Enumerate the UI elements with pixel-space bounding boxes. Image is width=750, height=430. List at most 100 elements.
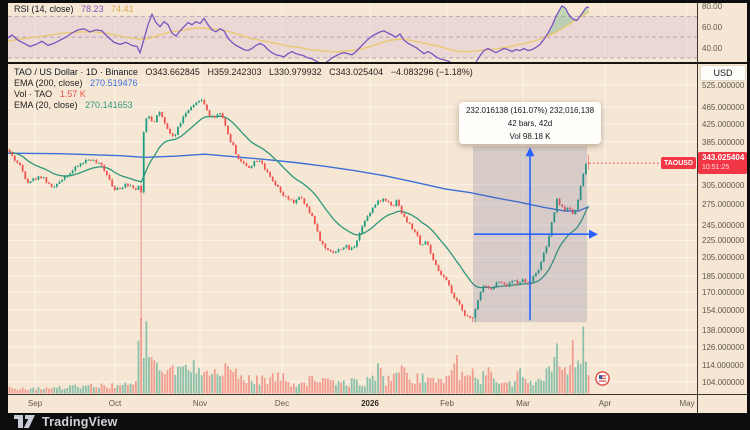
usd-button[interactable]: USD (700, 65, 746, 81)
ema20-row[interactable]: EMA (20, close) 270.141653 (14, 100, 473, 111)
candle-body (258, 160, 261, 162)
candle-body (198, 100, 200, 103)
pane-separator[interactable] (8, 62, 747, 64)
candle-body (511, 281, 514, 283)
ema200-value: 270.519476 (90, 78, 138, 88)
candle-body (58, 181, 61, 184)
candle-body (519, 282, 522, 285)
symbol-price-tag[interactable]: TAOUSD (661, 157, 696, 169)
tradingview-wordmark: TradingView (42, 414, 118, 429)
candle-body (145, 118, 148, 133)
candle-body (32, 178, 35, 182)
rsi-pane[interactable] (6, 3, 697, 67)
volume-bar (356, 379, 358, 394)
volume-bar (548, 366, 550, 394)
volume-bar (140, 318, 142, 394)
tradingview-logo[interactable]: TradingView (14, 413, 414, 430)
candle-body (492, 286, 495, 290)
volume-bar (424, 382, 427, 394)
volume-bar (32, 387, 35, 394)
candle-body (458, 300, 461, 305)
candle-body (550, 222, 553, 236)
candle-body (132, 185, 135, 189)
volume-bar (61, 389, 64, 394)
rsi-pane-legend[interactable]: RSI (14, close) 78.23 74.41 (14, 4, 134, 15)
volume-bar (521, 377, 524, 394)
volume-bar (258, 384, 261, 394)
volume-bar (179, 366, 182, 394)
candle-body (206, 104, 208, 111)
candle-body (108, 175, 111, 180)
volume-bar (108, 388, 111, 394)
volume-bar (98, 388, 100, 394)
ema200-row[interactable]: EMA (200, close) 270.519476 (14, 78, 473, 89)
current-price-tag[interactable]: 343.025404 10:51:25 (698, 152, 747, 174)
us-flag-event-icon[interactable] (595, 371, 610, 386)
volume-bar (550, 371, 553, 394)
volume-bar (163, 374, 166, 394)
volume-bar (242, 380, 245, 394)
candle-body (466, 315, 469, 317)
month-label: Oct (108, 399, 122, 408)
candle-body (113, 186, 116, 190)
candle-body (574, 209, 577, 215)
candle-body (263, 163, 266, 170)
volume-bar (384, 386, 387, 394)
arrow-up-icon (525, 147, 535, 157)
candle-body (548, 235, 550, 247)
candle-body (316, 224, 319, 232)
main-legend[interactable]: TAO / US Dollar · 1D · Binance O343.6628… (14, 67, 473, 111)
candle-body (558, 198, 561, 205)
volume-bar (413, 384, 416, 394)
measurement-tooltip[interactable]: 232.016138 (161.07%) 232,016,138 42 bars… (459, 102, 601, 144)
volume-bar (111, 383, 114, 394)
candle-body (569, 207, 572, 210)
candle-body (105, 171, 108, 175)
volume-bar (287, 382, 290, 394)
ema20-line[interactable] (9, 115, 590, 289)
price-range-tool[interactable] (473, 146, 598, 323)
volume-bar (42, 389, 45, 394)
volume-row[interactable]: Vol · TAO 1.57 K (14, 89, 473, 100)
candle-body (284, 196, 287, 197)
ema200-line[interactable] (6, 152, 590, 212)
volume-bar (11, 388, 14, 394)
volume-bar (245, 383, 248, 394)
candle-body (69, 173, 71, 177)
volume-bar (577, 360, 579, 394)
candle-body (395, 200, 398, 206)
measurement-line3: Vol 98.18 K (509, 131, 551, 141)
volume-bar (379, 367, 382, 394)
candle-body (229, 134, 232, 143)
volume-bar (284, 380, 287, 394)
volume-bar (145, 321, 148, 394)
volume-bar (406, 372, 408, 394)
volume-bar (161, 371, 164, 394)
volume-bar (377, 363, 379, 394)
candle-body (184, 113, 187, 117)
volume-bar (553, 356, 556, 394)
volume-value: 1.57 K (59, 89, 86, 99)
volume-bar (561, 369, 564, 394)
volume-bar (229, 369, 232, 394)
candle-body (429, 244, 432, 254)
volume-bar (498, 383, 500, 394)
candle-body (177, 126, 179, 135)
candle-body (513, 280, 516, 282)
volume-bar (211, 374, 214, 394)
volume-bar (321, 377, 324, 394)
candle-body (561, 204, 564, 207)
volume-bar (585, 361, 587, 394)
symbol-row[interactable]: TAO / US Dollar · 1D · Binance O343.6628… (14, 67, 473, 78)
volume-bar (353, 378, 356, 394)
volume-bar (519, 368, 522, 394)
candle-body (540, 261, 543, 270)
candle-body (348, 245, 350, 250)
volume-bar (53, 387, 56, 394)
rsi-line[interactable] (6, 5, 590, 67)
rsi-ma-line[interactable] (6, 11, 590, 53)
candle-body (48, 182, 50, 184)
volume-bar (21, 387, 24, 394)
candle-body (74, 166, 77, 171)
